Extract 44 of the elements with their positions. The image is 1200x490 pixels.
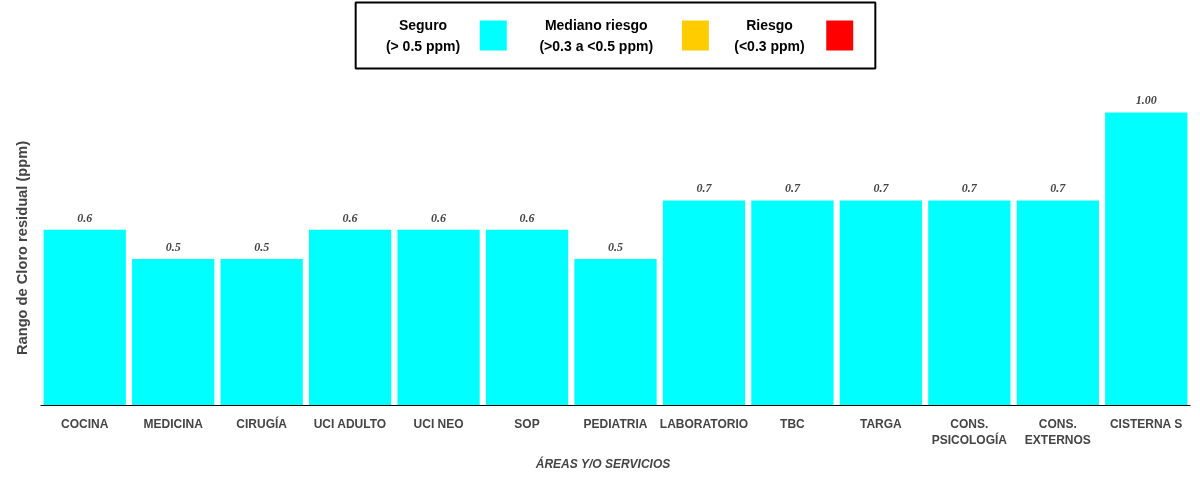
legend-label: Seguro (> 0.5 ppm) — [385, 17, 461, 54]
x-tick-label: MEDICINA — [143, 416, 204, 431]
data-label: 0.7 — [696, 181, 713, 196]
bar — [662, 200, 746, 406]
data-label: 0.7 — [1050, 181, 1067, 196]
text: ÁREAS Y/O SERVICIOS — [535, 457, 671, 471]
data-label: 0.5 — [165, 239, 181, 254]
data-label: 0.7 — [873, 181, 890, 196]
bar — [43, 229, 126, 406]
x-tick-label: UCI NEO — [413, 416, 464, 431]
bar — [220, 258, 303, 406]
data-label: 0.7 — [961, 181, 978, 196]
x-tick-label: PEDIATRIA — [583, 416, 648, 431]
bar — [839, 200, 923, 406]
legend-label: Mediano riesgo (>0.3 a <0.5 ppm) — [539, 17, 654, 54]
data-label: 0.7 — [784, 181, 801, 196]
x-tick-label: SOP — [514, 416, 540, 431]
legend-label: Riesgo (<0.3 ppm) — [734, 17, 805, 54]
bar — [574, 258, 657, 406]
bar — [751, 200, 834, 406]
x-tick-label: CIRUGÍA — [236, 415, 288, 431]
x-tick-label: UCI ADULTO — [313, 416, 387, 431]
x-tick-label: CONS. PSICOLOGÍA — [931, 416, 1008, 448]
data-label: 0.6 — [342, 210, 358, 225]
data-label: 0.6 — [519, 210, 535, 225]
data-label: 0.5 — [254, 239, 270, 254]
bar — [1105, 112, 1188, 406]
x-tick-label: LABORATORIO — [659, 416, 749, 431]
bar — [1016, 200, 1099, 406]
data-label: 0.5 — [608, 239, 623, 254]
data-label: 1.00 — [1135, 93, 1157, 108]
data-label: 0.6 — [431, 210, 447, 225]
x-tick-label: CONS. EXTERNOS — [1024, 416, 1091, 448]
data-label: 0.6 — [77, 210, 93, 225]
y-axis-title: Rango de Cloro residual (ppm) — [13, 140, 30, 356]
bar — [308, 229, 392, 406]
x-tick-label: CISTERNA S — [1109, 416, 1183, 431]
bar — [397, 229, 480, 406]
x-tick-label: COCINA — [61, 416, 109, 431]
bar — [485, 229, 569, 406]
bar — [132, 258, 215, 406]
x-tick-label: TBC — [780, 416, 806, 431]
x-tick-label: TARGA — [860, 416, 903, 431]
bar — [928, 200, 1011, 406]
